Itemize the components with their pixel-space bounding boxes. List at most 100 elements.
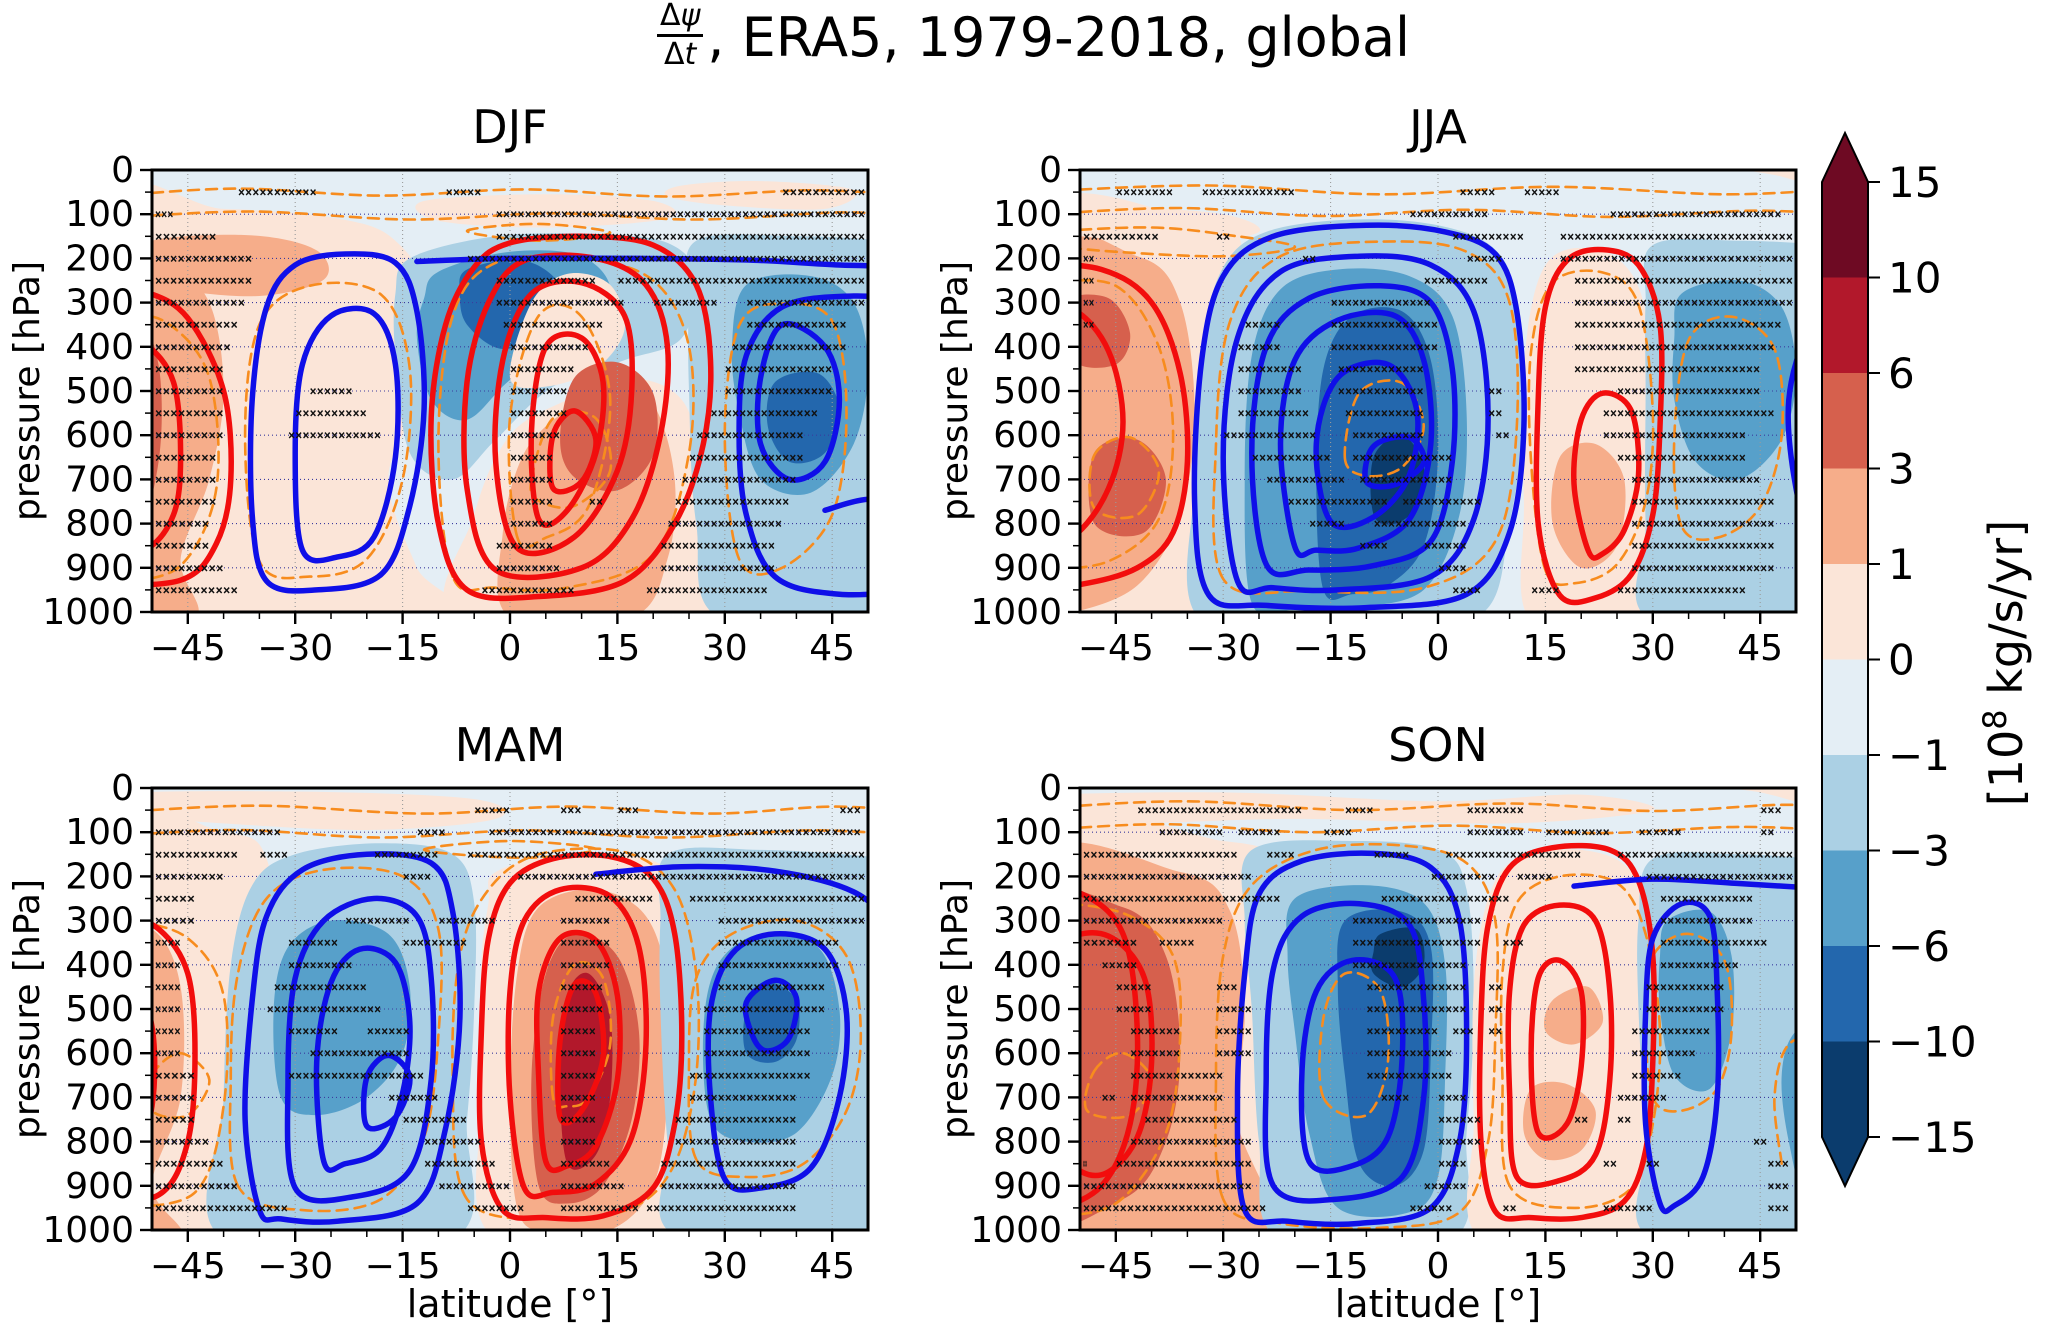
svg-text:××××××: ×××××× <box>1639 826 1682 841</box>
svg-text:200: 200 <box>993 238 1062 279</box>
svg-text:30: 30 <box>1630 628 1676 669</box>
svg-text:0: 0 <box>1888 636 1915 685</box>
svg-text:×××××××××××××: ××××××××××××× <box>1660 892 1753 907</box>
svg-text:××: ×× <box>1083 274 1095 289</box>
svg-text:3: 3 <box>1888 445 1915 494</box>
svg-text:××××××××××××××××××: ×××××××××××××××××× <box>155 1201 288 1216</box>
svg-text:10: 10 <box>1888 254 1941 303</box>
svg-text:×××××××××××××××: ××××××××××××××× <box>725 362 833 377</box>
svg-text:600: 600 <box>65 415 134 456</box>
svg-text:×××××: ××××× <box>1309 517 1345 532</box>
panel-jja: ×××××××× ××××××××××××× ××××× ××××× ×××××××××… <box>970 150 1798 669</box>
svg-text:×××××××××××: ××××××××××× <box>155 848 238 863</box>
svg-text:×××××: ××××× <box>1116 1003 1152 1018</box>
svg-text:××××××××: ×××××××× <box>467 1201 524 1216</box>
colorbar: 15 10 6 3 1 0 −1 −3 −6 −10 −15 [108 kg/s/yr] <box>1821 130 2033 1189</box>
dashed-contours <box>152 187 868 592</box>
svg-text:×××××××××: ××××××××× <box>560 1179 625 1194</box>
svg-text:××××××××××××××: ×××××××××××××× <box>1352 451 1452 466</box>
svg-text:×××××××: ××××××× <box>288 936 338 951</box>
svg-text:××××××××××××××××: ×××××××××××××××× <box>732 340 847 355</box>
colorbar-arrow-bottom <box>1822 1137 1868 1186</box>
svg-text:100: 100 <box>993 194 1062 235</box>
svg-text:×××××××××××××××××××: ××××××××××××××××××× <box>288 1069 424 1084</box>
svg-text:×××××××××××××××××××××: ××××××××××××××××××××× <box>646 1201 797 1216</box>
svg-text:×××××××××××××: ××××××××××××× <box>1359 473 1452 488</box>
svg-text:×××: ××× <box>1767 1157 1789 1172</box>
svg-text:××××××××××××: ×××××××××××× <box>155 296 245 311</box>
svg-text:××××××××××××××: ×××××××××××××× <box>310 1047 410 1062</box>
x-tick-labels: −45 −30 −15 0 15 30 45 <box>150 1246 855 1287</box>
svg-text:30: 30 <box>702 628 748 669</box>
title-fraction-denominator: Δt <box>663 36 697 72</box>
svg-text:××××××××××××××××××××: ×××××××××××××××××××× <box>1631 495 1774 510</box>
svg-text:××××××××: ×××××××× <box>496 539 553 554</box>
svg-text:×××××××××: ××××××××× <box>288 958 353 973</box>
svg-text:×××××××××: ××××××××× <box>1159 826 1224 841</box>
svg-text:×××××: ××××× <box>1467 252 1503 267</box>
svg-text:×××××××: ××××××× <box>155 1135 210 1150</box>
svg-text:××××××××××××××××××: ×××××××××××××××××× <box>1617 451 1746 466</box>
svg-text:×××××××: ××××××× <box>1617 1091 1667 1106</box>
svg-text:××××××××××××××××××××××××××××××: ×××××××××××××××××××××××××××××× <box>1574 296 1793 311</box>
svg-text:××: ×× <box>1083 252 1095 267</box>
svg-text:0: 0 <box>111 768 134 809</box>
svg-text:500: 500 <box>993 371 1062 412</box>
svg-text:×××××××: ××××××× <box>560 936 610 951</box>
svg-text:0: 0 <box>499 1246 522 1287</box>
title-fraction: Δψ Δt <box>656 0 704 72</box>
panel-plot-jja: ×××××××× ××××××××××××× ××××× ××××××××××××××… <box>970 150 1798 669</box>
axis-ticks <box>140 168 834 624</box>
svg-text:×××××××××: ××××××××× <box>653 296 718 311</box>
svg-text:××: ×× <box>1488 407 1502 422</box>
svg-text:×××××: ××××× <box>1116 980 1152 995</box>
svg-text:××××××××××××××××××: ×××××××××××××××××× <box>1631 473 1760 488</box>
svg-text:××: ×× <box>1760 407 1774 422</box>
svg-text:××××××: ×××××× <box>510 473 553 488</box>
svg-text:××××××××: ×××××××× <box>424 1135 481 1150</box>
contour-field: ××××××××××××××××××××××××××××××××××××××××… <box>1080 788 1796 1230</box>
svg-text:×××××××××××××: ××××××××××××× <box>1223 429 1316 444</box>
colorbar-ticks <box>1868 181 1880 1138</box>
svg-text:×××××××××××××××××××××××: ××××××××××××××××××××××× <box>1083 870 1252 885</box>
svg-text:××××××××: ×××××××× <box>1467 804 1524 819</box>
svg-text:0: 0 <box>1427 628 1450 669</box>
svg-text:××: ×× <box>1488 385 1502 400</box>
svg-text:××××××: ×××××× <box>1438 1135 1481 1150</box>
svg-text:1000: 1000 <box>42 1210 134 1251</box>
svg-text:××××: ×××× <box>1438 1091 1467 1106</box>
panel-title-djf: DJF <box>472 100 548 154</box>
svg-text:××××××××××: ×××××××××× <box>1352 429 1424 444</box>
svg-text:××: ×× <box>1646 1157 1660 1172</box>
svg-text:300: 300 <box>65 901 134 942</box>
svg-text:××: ×× <box>1083 318 1095 333</box>
svg-text:××××××××××: ×××××××××× <box>1366 1025 1438 1040</box>
svg-text:800: 800 <box>993 1122 1062 1163</box>
svg-text:××××××××××××××××: ×××××××××××××××× <box>689 451 804 466</box>
x-axis-label-mam: latitude [°] <box>406 1282 614 1326</box>
svg-text:××: ×× <box>589 495 603 510</box>
svg-text:−30: −30 <box>1185 628 1261 669</box>
svg-text:×××××××××××××××: ××××××××××××××× <box>1331 318 1439 333</box>
svg-text:100: 100 <box>993 812 1062 853</box>
svg-text:××××××××××××××××××××××××××××××: ××××××××××××××××××××××××××××××××××××××××… <box>489 826 861 841</box>
svg-text:×××××: ××××× <box>560 1135 596 1150</box>
svg-text:×××××××××××××××××××: ××××××××××××××××××× <box>1116 1157 1252 1172</box>
y-axis-label-jja: pressure [hPa] <box>935 261 976 521</box>
svg-text:××: ×× <box>1488 1025 1502 1040</box>
svg-text:××: ×× <box>1083 1157 1087 1172</box>
svg-text:××××××××: ×××××××× <box>155 230 217 245</box>
svg-text:0: 0 <box>1427 1246 1450 1287</box>
svg-text:×××××××××: ××××××××× <box>510 362 575 377</box>
svg-text:××××××××××××××××: ×××××××××××××××× <box>267 1003 382 1018</box>
svg-text:××××××××××××××××: ×××××××××××××××× <box>668 517 783 532</box>
svg-text:600: 600 <box>993 415 1062 456</box>
svg-text:××××××××××××××××××××: ×××××××××××××××××××× <box>1631 561 1774 576</box>
svg-text:×××××××: ××××××× <box>510 429 560 444</box>
svg-text:100: 100 <box>65 194 134 235</box>
svg-text:×××: ××× <box>1767 1179 1789 1194</box>
svg-text:×××××: ××××× <box>1374 848 1410 863</box>
svg-text:××××××××××××: ×××××××××××× <box>1366 1069 1452 1084</box>
svg-text:×××××××××: ××××××××× <box>155 870 224 885</box>
